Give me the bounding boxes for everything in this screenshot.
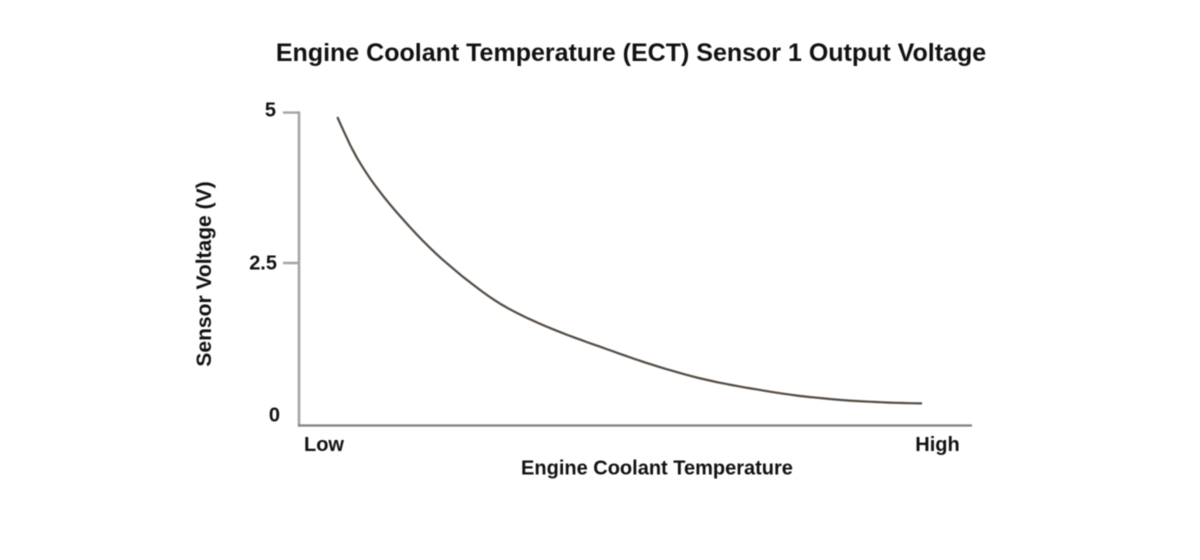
svg-text:2.5: 2.5	[249, 252, 277, 274]
svg-text:High: High	[915, 434, 959, 456]
svg-text:Low: Low	[304, 434, 344, 456]
svg-text:0: 0	[269, 405, 280, 427]
svg-text:Engine Coolant Temperature: Engine Coolant Temperature	[521, 458, 793, 480]
svg-text:5: 5	[265, 99, 276, 121]
svg-text:Sensor Voltage (V): Sensor Voltage (V)	[193, 181, 216, 366]
svg-text:Engine Coolant Temperature (EC: Engine Coolant Temperature (ECT) Sensor …	[276, 39, 986, 67]
